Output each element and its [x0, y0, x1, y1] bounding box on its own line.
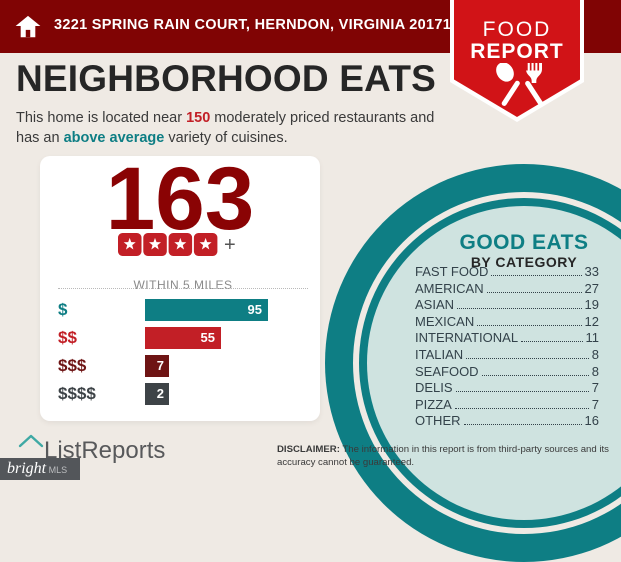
svg-text:+: +: [224, 234, 236, 256]
